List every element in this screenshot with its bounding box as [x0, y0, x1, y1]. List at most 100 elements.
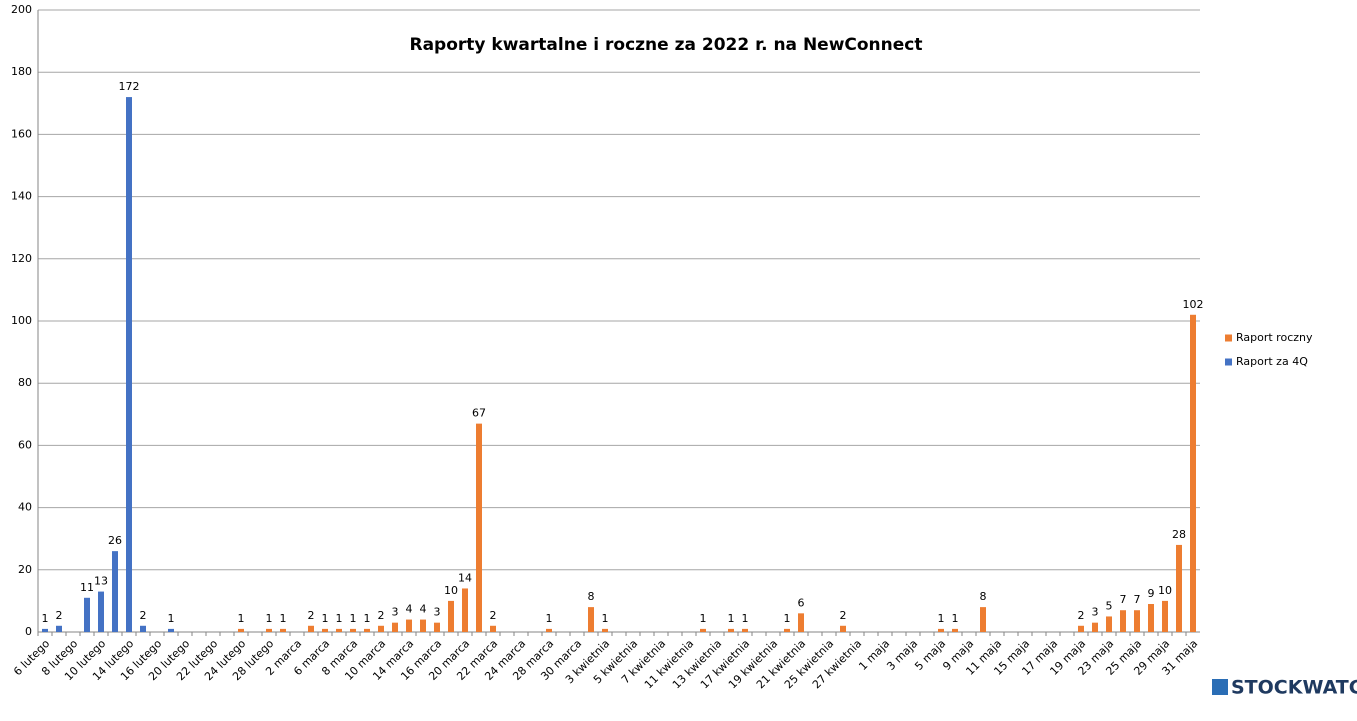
bar: [1092, 622, 1098, 632]
data-label: 3: [1092, 606, 1099, 619]
bar: [350, 628, 356, 632]
bar: [1106, 616, 1112, 632]
bar: [42, 628, 48, 632]
data-label: 1: [238, 612, 245, 625]
data-label: 2: [56, 609, 63, 622]
data-label: 10: [444, 584, 458, 597]
data-label: 1: [700, 612, 707, 625]
bar: [1078, 625, 1084, 632]
bar: [1120, 610, 1126, 632]
bar: [1190, 314, 1196, 632]
bar: [938, 628, 944, 632]
legend-swatch: [1225, 334, 1232, 342]
watermark: STOCKWATCH: [1231, 677, 1357, 699]
data-label: 3: [434, 606, 441, 619]
logo-icon: [1212, 679, 1228, 695]
bar: [798, 613, 804, 632]
y-tick-label: 80: [18, 376, 32, 389]
legend-label: Raport roczny: [1236, 331, 1313, 344]
bar: [952, 628, 958, 632]
y-tick-label: 160: [11, 127, 32, 140]
bar: [392, 622, 398, 632]
data-label: 4: [406, 603, 413, 616]
bar: [336, 628, 342, 632]
bar: [476, 423, 482, 632]
data-label: 1: [168, 612, 175, 625]
data-label: 1: [952, 612, 959, 625]
data-label: 2: [140, 609, 147, 622]
data-label: 11: [80, 581, 94, 594]
y-tick-label: 0: [25, 625, 32, 638]
bar: [602, 628, 608, 632]
data-label: 2: [308, 609, 315, 622]
data-label: 1: [336, 612, 343, 625]
data-label: 1: [322, 612, 329, 625]
bar: [1134, 610, 1140, 632]
data-label: 1: [938, 612, 945, 625]
data-label: 28: [1172, 528, 1186, 541]
data-label: 1: [350, 612, 357, 625]
legend-label: Raport za 4Q: [1236, 355, 1308, 368]
bar: [420, 619, 426, 632]
bar: [168, 628, 174, 632]
bar: [364, 628, 370, 632]
y-tick-label: 60: [18, 438, 32, 451]
bar: [980, 607, 986, 632]
bar: [308, 625, 314, 632]
data-label: 7: [1120, 593, 1127, 606]
bar: [56, 625, 62, 632]
data-label: 1: [42, 612, 49, 625]
data-label: 10: [1158, 584, 1172, 597]
bar: [840, 625, 846, 632]
data-label: 172: [119, 80, 140, 93]
data-label: 14: [458, 571, 472, 584]
data-label: 2: [1078, 609, 1085, 622]
bar: [462, 588, 468, 632]
bar: [1162, 600, 1168, 632]
data-label: 26: [108, 534, 122, 547]
data-label: 7: [1134, 593, 1141, 606]
bar: [588, 607, 594, 632]
y-tick-label: 200: [11, 3, 32, 16]
data-label: 1: [364, 612, 371, 625]
data-label: 13: [94, 575, 108, 588]
data-label: 3: [392, 606, 399, 619]
bar: [322, 628, 328, 632]
bar: [140, 625, 146, 632]
bar: [490, 625, 496, 632]
data-label: 1: [602, 612, 609, 625]
bar: [126, 97, 132, 632]
bar: [406, 619, 412, 632]
data-label: 9: [1148, 587, 1155, 600]
data-label: 6: [798, 596, 805, 609]
data-label: 1: [742, 612, 749, 625]
data-label: 1: [546, 612, 553, 625]
data-label: 1: [266, 612, 273, 625]
chart-title: Raporty kwartalne i roczne za 2022 r. na…: [410, 35, 923, 55]
data-label: 102: [1183, 298, 1204, 311]
bar: [1148, 604, 1154, 632]
bar: [1176, 544, 1182, 632]
bar: [448, 600, 454, 632]
bar: [784, 628, 790, 632]
bar: [84, 597, 90, 632]
y-tick-label: 120: [11, 252, 32, 265]
data-label: 1: [784, 612, 791, 625]
data-label: 1: [280, 612, 287, 625]
y-tick-label: 140: [11, 190, 32, 203]
y-tick-label: 20: [18, 563, 32, 576]
data-label: 1: [728, 612, 735, 625]
data-label: 8: [588, 590, 595, 603]
bar: [112, 551, 118, 632]
data-label: 2: [378, 609, 385, 622]
legend-swatch: [1225, 358, 1232, 366]
data-label: 2: [490, 609, 497, 622]
y-tick-label: 40: [18, 501, 32, 514]
bar: [742, 628, 748, 632]
y-tick-label: 100: [11, 314, 32, 327]
bar: [700, 628, 706, 632]
bar: [728, 628, 734, 632]
y-tick-label: 180: [11, 65, 32, 78]
bar: [266, 628, 272, 632]
data-label: 4: [420, 603, 427, 616]
